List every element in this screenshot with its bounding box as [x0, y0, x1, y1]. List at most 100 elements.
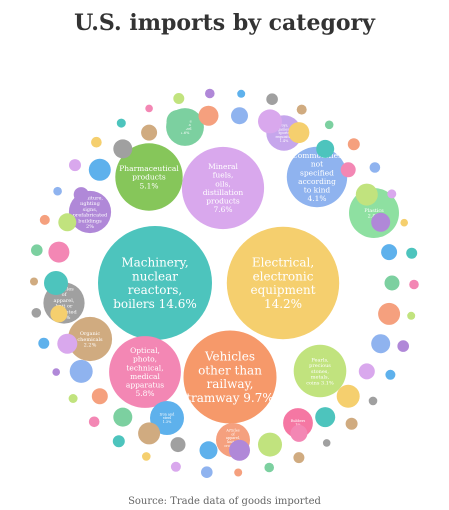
minor-bubble: [355, 183, 378, 206]
minor-bubble: [170, 437, 186, 453]
minor-bubble: [198, 105, 219, 126]
chart-title: U.S. imports by category: [74, 10, 375, 36]
minor-bubble: [336, 384, 360, 408]
minor-bubble: [384, 275, 400, 291]
bubble-circle: [150, 401, 184, 435]
bubble-label: Mineral fuels, oils, distillation products 7.…: [203, 162, 244, 214]
bubble-circle: [183, 330, 277, 424]
minor-bubble: [30, 277, 38, 286]
minor-bubble: [170, 461, 181, 472]
minor-bubble: [39, 214, 50, 225]
bubble-label: Organic chemicals 2.2%: [77, 331, 103, 349]
source-footer: Source: Trade data of goods imported: [128, 496, 321, 507]
minor-bubble: [264, 462, 275, 473]
minor-bubble: [266, 93, 278, 105]
bubble-0: Machinery, nuclear reactors, boilers 14.6%: [98, 226, 212, 340]
bubble-label: Pearls, precious stones, metals, coins 3.1%: [306, 357, 334, 386]
minor-bubble: [138, 422, 161, 445]
minor-bubble: [31, 308, 42, 318]
minor-bubble: [145, 104, 153, 113]
minor-bubble: [38, 337, 50, 349]
bubble-label: Machinery, nuclear reactors, boilers 14.6%: [113, 256, 197, 311]
bubble-7: Pearls, precious stones, metals, coins 3.1%: [293, 344, 347, 398]
minor-bubble: [369, 162, 381, 173]
minor-bubble: [234, 468, 243, 477]
minor-bubble: [91, 136, 102, 148]
minor-bubble: [400, 218, 409, 227]
minor-bubble: [68, 394, 78, 403]
minor-bubble: [113, 407, 133, 427]
minor-bubble: [113, 139, 133, 159]
minor-bubble: [407, 311, 416, 320]
minor-bubble: [73, 187, 89, 203]
minor-bubble: [199, 441, 218, 460]
bubble-2: Vehicles other than railway, tramway 9.7%: [183, 330, 277, 424]
minor-bubble: [258, 109, 282, 134]
bubble-5: Pharmaceutical products 5.1%: [115, 143, 183, 211]
bubble-label: Furniture, lighting signs, prefabricated bui…: [73, 195, 108, 230]
minor-bubble: [52, 368, 60, 376]
minor-bubble: [48, 241, 70, 263]
bubble-chart: Machinery, nuclear reactors, boilers 14.6% E…: [30, 88, 419, 479]
minor-bubble: [141, 124, 158, 141]
minor-bubble: [69, 159, 81, 172]
minor-bubble: [173, 93, 185, 104]
bubble-circle: [226, 226, 340, 340]
minor-bubble: [322, 439, 331, 447]
minor-bubble: [44, 271, 68, 295]
minor-bubble: [31, 244, 43, 256]
minor-bubble: [316, 139, 335, 158]
minor-bubble: [381, 244, 398, 261]
minor-bubble: [340, 162, 356, 178]
minor-bubble: [293, 452, 305, 464]
minor-bubble: [69, 359, 93, 383]
minor-bubble: [88, 158, 111, 181]
minor-bubble: [347, 138, 360, 151]
bubble-circle: [293, 344, 347, 398]
minor-bubble: [368, 396, 378, 406]
bubble-6: Commodities not specified according to kind 4…: [286, 146, 348, 208]
minor-bubble: [288, 122, 310, 144]
minor-bubble: [387, 189, 397, 199]
minor-bubble: [57, 333, 78, 354]
minor-bubble: [88, 416, 100, 428]
minor-bubble: [371, 334, 391, 354]
minor-bubble: [58, 213, 77, 232]
bubble-1: Electrical, electronic equipment 14.2%: [226, 226, 340, 340]
bubble-circle: [98, 226, 212, 340]
bubble-12: Iron and steel 1.3%: [150, 401, 184, 435]
minor-bubble: [229, 439, 250, 461]
bubble-circle: [286, 146, 348, 208]
minor-bubble: [406, 247, 418, 259]
bubble-4: Optical, photo, technical, medical apparatus…: [109, 336, 181, 408]
minor-bubble: [358, 363, 375, 380]
bubble-circle: [109, 336, 181, 408]
bubble-label: Electrical, electronic equipment 14.2%: [250, 256, 315, 311]
minor-bubble: [397, 340, 410, 352]
minor-bubble: [385, 369, 396, 380]
bubble-label: Commodities not specified according to kind 4…: [292, 151, 342, 203]
bubble-3: Mineral fuels, oils, distillation products 7.…: [181, 146, 265, 230]
bubble-label: Vehicles other than railway, tramway 9.7%: [186, 350, 274, 405]
bubble-label: Toys, games, sports requisites 1.4%: [276, 123, 293, 143]
minor-bubble: [116, 118, 126, 128]
minor-bubble: [290, 424, 308, 442]
minor-bubble: [53, 186, 62, 196]
bubble-circle: [67, 316, 113, 362]
minor-bubble: [371, 212, 391, 232]
minor-bubble: [296, 104, 307, 115]
minor-bubble: [166, 109, 190, 133]
minor-bubble: [50, 305, 68, 323]
minor-bubble: [91, 388, 108, 405]
bubble-circle: [115, 143, 183, 211]
bubble-label: Pharmaceutical products 5.1%: [119, 164, 179, 190]
minor-bubble: [345, 417, 358, 430]
minor-bubble: [112, 435, 125, 448]
minor-bubble: [142, 452, 151, 461]
minor-bubble: [378, 302, 401, 325]
bubble-9: Organic chemicals 2.2%: [67, 316, 113, 362]
minor-bubble: [231, 107, 248, 125]
bubble-label: Optical, photo, technical, medical apparatus…: [126, 346, 164, 398]
minor-bubble: [409, 279, 419, 290]
bubble-label: Iron and steel 1.3%: [160, 412, 175, 424]
